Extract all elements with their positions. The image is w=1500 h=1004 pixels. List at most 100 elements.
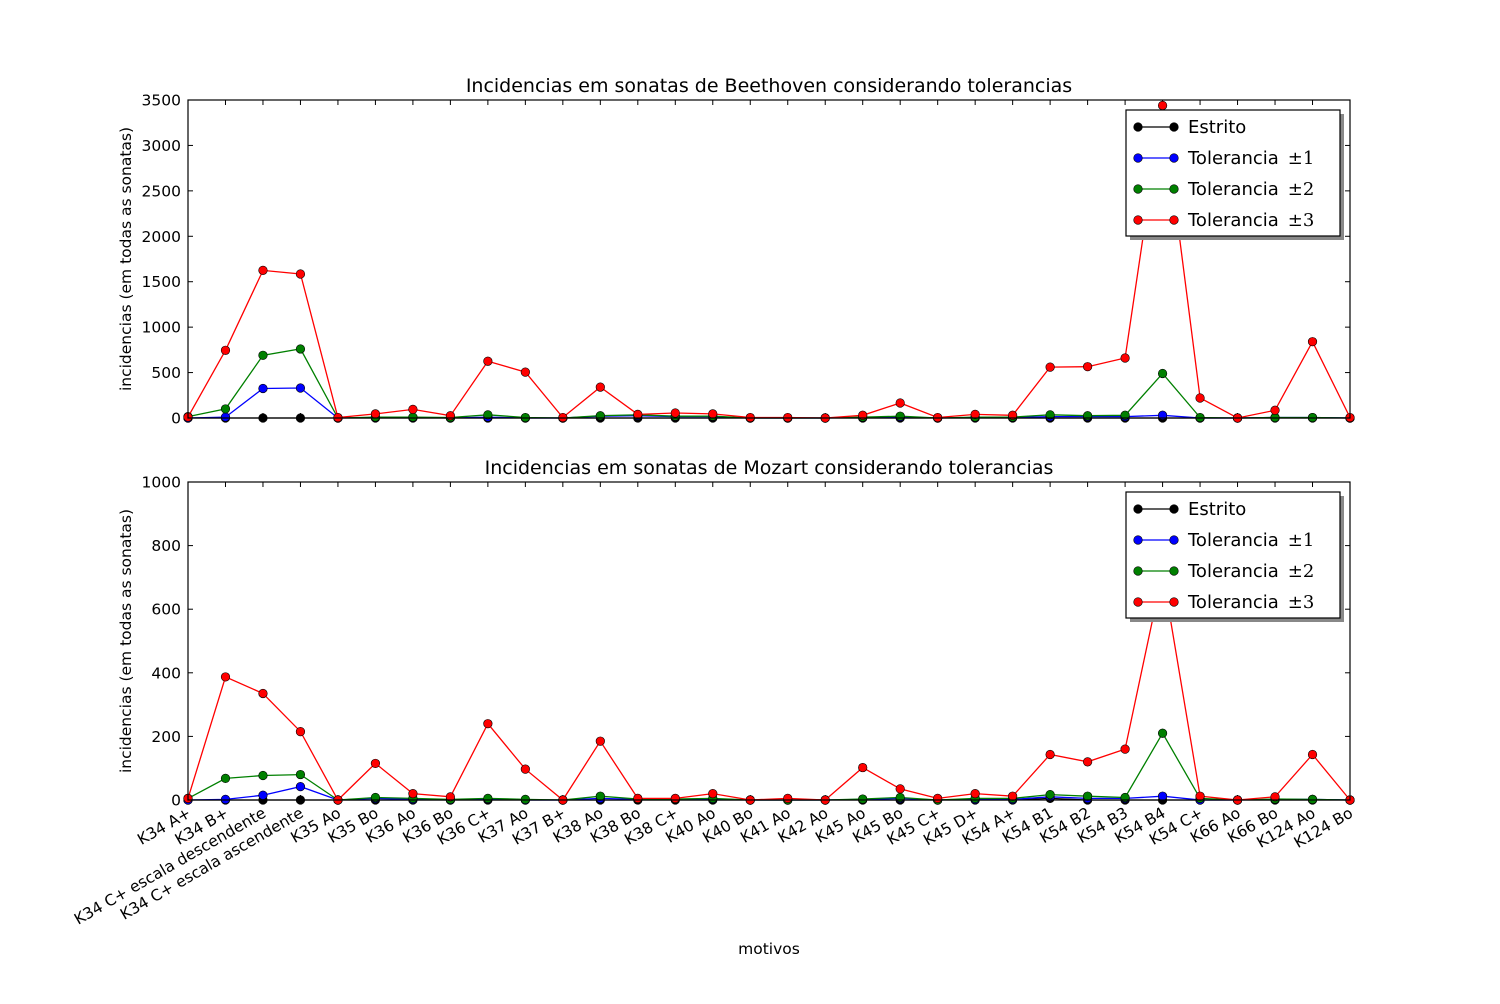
- data-point: [484, 357, 493, 366]
- data-point: [1083, 792, 1092, 801]
- y-tick-label: 400: [151, 664, 181, 682]
- legend-marker: [1170, 505, 1179, 514]
- data-point: [896, 785, 905, 794]
- data-point: [1158, 792, 1167, 801]
- legend-marker: [1170, 123, 1179, 132]
- legend-label-suffix: ±3: [1288, 210, 1315, 231]
- legend-marker: [1134, 536, 1143, 545]
- y-tick-label: 0: [171, 410, 181, 428]
- chart-panel-1: Incidencias em sonatas de Mozart conside…: [71, 457, 1356, 928]
- data-point: [484, 794, 493, 803]
- data-point: [1121, 745, 1130, 754]
- data-point: [596, 383, 605, 392]
- data-point: [259, 771, 268, 780]
- legend-marker: [1170, 154, 1179, 163]
- data-point: [221, 673, 230, 682]
- data-point: [896, 412, 905, 421]
- series-line-1: [188, 388, 1350, 418]
- data-point: [1271, 406, 1280, 415]
- y-tick-label: 800: [151, 537, 181, 555]
- data-point: [671, 409, 680, 418]
- data-point: [371, 410, 380, 419]
- data-point: [1196, 792, 1205, 801]
- series-line-2: [188, 733, 1350, 800]
- data-point: [1158, 101, 1167, 110]
- data-point: [1308, 795, 1317, 804]
- data-point: [1046, 750, 1055, 759]
- data-point: [221, 774, 230, 783]
- data-point: [521, 795, 530, 804]
- legend-marker: [1134, 216, 1143, 225]
- data-point: [708, 410, 717, 419]
- data-point: [1308, 750, 1317, 759]
- legend-marker: [1170, 567, 1179, 576]
- data-point: [933, 794, 942, 803]
- data-point: [971, 789, 980, 798]
- data-point: [1308, 337, 1317, 346]
- data-point: [896, 399, 905, 408]
- legend-marker: [1134, 598, 1143, 607]
- legend-label: Estrito: [1188, 117, 1246, 138]
- data-point: [371, 759, 380, 768]
- legend: Estrito Tolerancia ±1 Tolerancia ±2 Toleranci…: [1126, 492, 1344, 622]
- y-tick-label: 1500: [142, 273, 181, 291]
- data-point: [259, 351, 268, 360]
- x-axis-label: motivos: [738, 940, 800, 958]
- legend-marker: [1134, 154, 1143, 163]
- legend-label-suffix: ±1: [1288, 148, 1315, 169]
- data-point: [521, 368, 530, 377]
- legend-label: Estrito: [1188, 499, 1246, 520]
- legend: Estrito Tolerancia ±1 Tolerancia ±2 Toleranci…: [1126, 110, 1344, 240]
- legend-label-suffix: ±3: [1288, 592, 1315, 613]
- data-point: [259, 384, 268, 393]
- data-point: [221, 413, 230, 422]
- data-point: [596, 411, 605, 420]
- data-point: [484, 719, 493, 728]
- data-point: [1008, 792, 1017, 801]
- legend-marker: [1134, 505, 1143, 514]
- data-point: [634, 410, 643, 419]
- data-point: [409, 405, 418, 414]
- data-point: [596, 792, 605, 801]
- data-point: [296, 727, 305, 736]
- y-tick-label: 200: [151, 728, 181, 746]
- legend-marker: [1170, 536, 1179, 545]
- data-point: [296, 770, 305, 779]
- legend-label: Tolerancia ±1: [1187, 530, 1314, 551]
- data-point: [1196, 394, 1205, 403]
- data-point: [296, 384, 305, 393]
- data-point: [971, 410, 980, 419]
- data-point: [596, 737, 605, 746]
- data-point: [221, 346, 230, 355]
- data-point: [858, 795, 867, 804]
- data-point: [296, 270, 305, 279]
- chart-title: Incidencias em sonatas de Mozart conside…: [485, 457, 1054, 479]
- y-tick-label: 600: [151, 601, 181, 619]
- y-tick-label: 2000: [142, 228, 181, 246]
- data-point: [634, 794, 643, 803]
- data-point: [1158, 369, 1167, 378]
- legend-marker: [1134, 567, 1143, 576]
- data-point: [858, 763, 867, 772]
- legend-marker: [1134, 185, 1143, 194]
- y-axis-label: incidencias (em todas as sonatas): [117, 509, 135, 773]
- data-point: [446, 411, 455, 420]
- data-point: [296, 782, 305, 791]
- data-point: [409, 789, 418, 798]
- data-point: [1083, 411, 1092, 420]
- y-axis-label: incidencias (em todas as sonatas): [117, 127, 135, 391]
- data-point: [1083, 758, 1092, 767]
- data-point: [221, 795, 230, 804]
- data-point: [783, 794, 792, 803]
- y-tick-label: 3000: [142, 137, 181, 155]
- data-point: [1158, 729, 1167, 738]
- data-point: [1083, 362, 1092, 371]
- legend-label: Tolerancia ±2: [1187, 179, 1314, 200]
- legend-label: Tolerancia ±1: [1187, 148, 1314, 169]
- legend-label: Tolerancia ±3: [1187, 210, 1314, 231]
- legend-marker: [1170, 598, 1179, 607]
- data-point: [708, 789, 717, 798]
- data-point: [521, 765, 530, 774]
